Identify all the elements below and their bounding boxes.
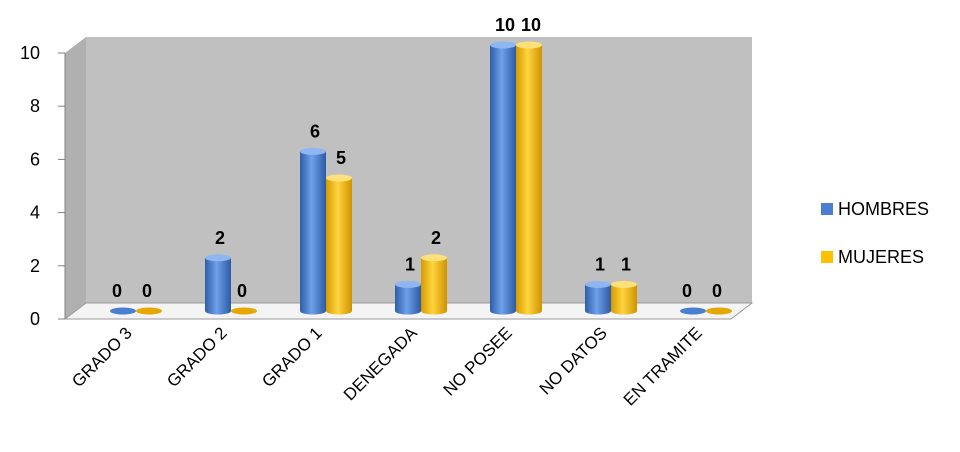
x-category-label: DENEGADA [340,323,421,404]
legend-swatch [821,203,833,215]
x-category-label: GRADO 3 [68,323,136,391]
data-label: 0 [142,281,152,301]
data-label: 0 [237,281,247,301]
x-axis-categories: GRADO 3 GRADO 2 GRADO 1 DENEGADA NO POSEE NO … [68,323,706,409]
bar-hombres [110,307,136,315]
bar-hombres [490,41,516,315]
y-tick-label: 0 [30,309,40,329]
data-label: 0 [112,281,122,301]
data-label: 2 [215,228,225,248]
bar-hombres [300,147,326,315]
bar-hombres [680,307,706,315]
legend-swatch [821,251,833,263]
bar-mujeres [421,254,447,315]
back-wall [86,37,752,303]
y-tick-label: 6 [30,149,40,169]
bar-mujeres [326,174,352,315]
x-category-label: GRADO 2 [163,323,231,391]
x-category-label: EN TRAMITE [620,323,706,409]
bar-hombres [585,280,611,315]
data-label: 2 [431,228,441,248]
y-tick-label: 8 [30,96,40,116]
bars [110,41,732,315]
bar-mujeres [136,307,162,315]
y-tick-label: 2 [30,256,40,276]
legend: HOMBRES MUJERES [821,199,929,267]
data-label: 1 [621,254,631,274]
y-axis-ticks: 0 2 4 6 8 10 [20,43,65,329]
bar-hombres [205,254,231,315]
data-label: 5 [336,148,346,168]
data-label: 0 [682,281,692,301]
data-label: 10 [521,15,541,35]
side-wall [65,37,86,319]
x-category-label: GRADO 1 [258,323,326,391]
legend-label: HOMBRES [838,199,929,219]
data-label: 6 [310,121,320,141]
y-tick-label: 10 [20,43,40,63]
data-label: 1 [595,254,605,274]
bar-hombres [395,280,421,315]
data-label: 1 [405,254,415,274]
bar-mujeres [706,307,732,315]
y-tick-label: 4 [30,203,40,223]
x-category-label: NO POSEE [440,323,516,399]
data-label: 0 [712,281,722,301]
bar-mujeres [516,41,542,315]
data-label: 10 [495,15,515,35]
x-category-label: NO DATOS [536,323,611,398]
bar-mujeres [231,307,257,315]
legend-label: MUJERES [838,247,924,267]
bar-mujeres [611,280,637,315]
